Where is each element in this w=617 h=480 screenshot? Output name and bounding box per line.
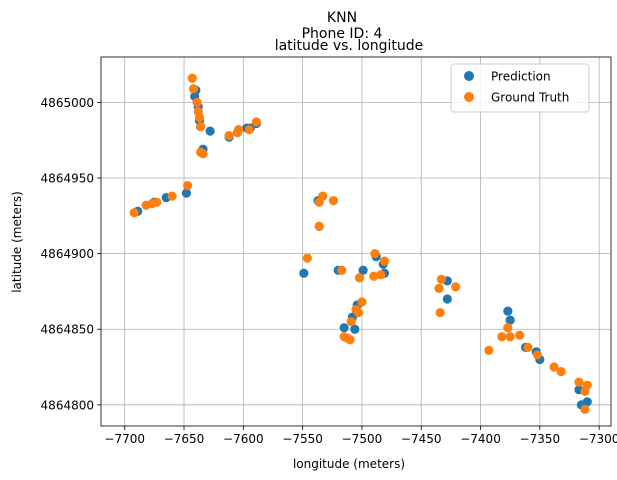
ground-truth-point: [354, 273, 365, 283]
y-axis-label: latitude (meters): [10, 191, 24, 293]
prediction-point: [181, 188, 191, 198]
ground-truth-point: [523, 342, 533, 352]
prediction-point: [442, 294, 452, 304]
prediction-point: [503, 306, 513, 316]
x-tick-label: −7300: [579, 432, 617, 446]
ground-truth-point: [188, 84, 199, 94]
y-tick-label: 4864800: [41, 398, 94, 412]
ground-truth-point: [549, 362, 559, 372]
prediction-point: [358, 265, 368, 275]
ground-truth-point: [318, 191, 328, 201]
ground-truth-point: [129, 208, 139, 218]
ground-truth-point: [224, 131, 234, 141]
x-axis-label: longitude (meters): [293, 457, 405, 471]
ground-truth-point: [196, 121, 206, 132]
ground-truth-point: [379, 256, 390, 266]
y-tick-label: 4864950: [41, 171, 94, 185]
prediction-point: [339, 323, 349, 333]
ground-truth-point: [370, 248, 380, 259]
ground-truth-point: [187, 73, 197, 83]
figure-suptitle-line2: Phone ID: 4: [302, 26, 383, 42]
ground-truth-point: [337, 265, 347, 275]
ground-truth-point: [497, 332, 507, 342]
ground-truth-point: [182, 180, 193, 191]
ground-truth-point: [152, 197, 162, 207]
x-tick-label: −7400: [460, 432, 501, 446]
legend-box: [450, 63, 590, 113]
ground-truth-point: [192, 97, 202, 107]
x-tick-label: −7650: [164, 432, 205, 446]
ground-truth-point: [484, 345, 494, 355]
prediction-point: [582, 397, 592, 407]
ground-truth-point: [302, 253, 312, 263]
ground-truth-point: [328, 196, 339, 206]
ground-truth-point: [369, 271, 379, 281]
ground-truth-point: [505, 332, 515, 342]
ground-truth-point: [194, 112, 205, 123]
x-tick-label: −7600: [223, 432, 264, 446]
data-points: [129, 73, 592, 414]
ground-truth-point: [503, 323, 513, 333]
ground-truth-point: [376, 270, 386, 280]
ground-truth-point: [233, 124, 244, 135]
ground-truth-point: [346, 317, 356, 327]
ground-truth-point: [198, 149, 208, 159]
grid-lines: [101, 57, 611, 426]
y-tick-label: 4865000: [41, 96, 94, 110]
prediction-point: [505, 315, 515, 325]
axis-ticks: −7700 −7650 −7600 −7550 −7500 −7450 −7400 −7350…: [41, 96, 617, 446]
x-tick-label: −7550: [282, 432, 323, 446]
x-tick-label: −7350: [520, 432, 561, 446]
chart-title: latitude vs. longitude: [275, 38, 424, 54]
prediction-point: [205, 126, 215, 136]
ground-truth-point: [574, 377, 584, 387]
legend-label-ground-truth: Ground Truth: [491, 91, 569, 105]
x-tick-label: −7500: [342, 432, 383, 446]
x-tick-label: −7700: [104, 432, 145, 446]
ground-truth-point: [345, 335, 355, 345]
ground-truth-point: [532, 350, 543, 360]
y-tick-label: 4864900: [41, 247, 94, 261]
ground-truth-point: [167, 191, 177, 201]
ground-truth-point: [556, 366, 566, 377]
ground-truth-point: [451, 282, 461, 292]
legend-marker-ground-truth: [464, 92, 474, 102]
ground-truth-point: [353, 307, 363, 318]
prediction-point: [350, 324, 360, 334]
ground-truth-point: [436, 274, 446, 284]
x-tick-label: −7450: [401, 432, 442, 446]
prediction-point: [299, 268, 309, 278]
plot-frame: [100, 56, 612, 427]
figure-suptitle-line1: KNN: [327, 10, 357, 26]
ground-truth-point: [251, 117, 261, 127]
ground-truth-point: [357, 297, 367, 307]
ground-truth-point: [314, 221, 324, 231]
ground-truth-point: [435, 307, 445, 318]
legend-label-prediction: Prediction: [491, 70, 551, 84]
legend: Prediction Ground Truth: [450, 63, 590, 113]
ground-truth-point: [582, 380, 592, 390]
legend-marker-prediction: [464, 71, 474, 81]
ground-truth-point: [434, 283, 444, 293]
ground-truth-point: [244, 124, 254, 135]
y-tick-label: 4864850: [41, 323, 94, 337]
ground-truth-point: [580, 404, 590, 414]
ground-truth-point: [515, 330, 525, 340]
